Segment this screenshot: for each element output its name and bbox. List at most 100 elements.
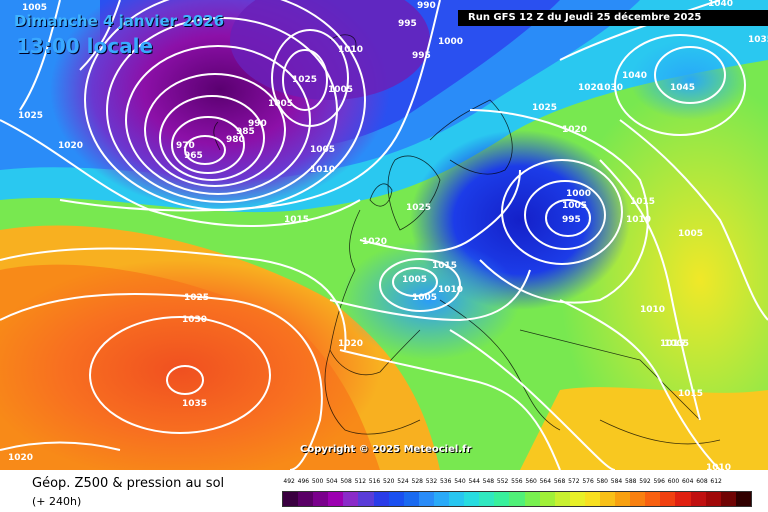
scale-value: 600 — [667, 478, 680, 485]
scale-value: 548 — [482, 478, 495, 485]
scale-value: 520 — [383, 478, 395, 485]
scale-swatch — [388, 492, 404, 506]
scale-value: 492 — [283, 478, 295, 485]
scale-swatch — [298, 492, 314, 506]
isobar-label: 1025 — [532, 103, 557, 113]
isobar-label: 1015 — [678, 389, 703, 399]
scale-value: 572 — [568, 478, 580, 485]
color-scale-labels: 492 496 500 504 508 512 516 520 524 528 532 536 540 5… — [282, 478, 752, 485]
isobar-label: 995 — [412, 51, 431, 61]
scale-swatch — [494, 492, 510, 506]
scale-value: 544 — [468, 478, 480, 485]
scale-swatch — [735, 492, 751, 506]
scale-value: 604 — [681, 478, 694, 485]
isobar-label: 1000 — [438, 37, 463, 47]
scale-swatch — [584, 492, 600, 506]
scale-value: 612 — [710, 478, 722, 485]
scale-swatch — [373, 492, 389, 506]
scale-swatch — [569, 492, 585, 506]
isobar-label: 1015 — [630, 197, 655, 207]
isobar-label: 1025 — [292, 75, 317, 85]
scale-swatch — [433, 492, 450, 506]
isobar-label: 1005 — [412, 293, 437, 303]
forecast-time: 13:00 locale — [16, 34, 153, 58]
forecast-date: Dimanche 4 janvier 2026 — [14, 12, 225, 30]
scale-value: 496 — [297, 478, 310, 485]
scale-swatch — [645, 492, 661, 506]
legend-footer: Géop. Z500 & pression au sol (+ 240h) 49… — [0, 470, 768, 512]
scale-value: 536 — [439, 478, 452, 485]
scale-swatch — [630, 492, 646, 506]
scale-value: 588 — [625, 478, 637, 485]
scale-swatch — [690, 492, 706, 506]
isobar-label: 970 — [176, 141, 195, 151]
scale-value: 540 — [454, 478, 466, 485]
isobar-label: 1015 — [432, 261, 457, 271]
scale-swatch — [403, 492, 419, 506]
isobar-label: 990 — [248, 119, 267, 129]
isobar-label: 1045 — [670, 83, 695, 93]
map-title: Géop. Z500 & pression au sol — [32, 476, 225, 491]
scale-value: 552 — [496, 478, 509, 485]
scale-value: 556 — [511, 478, 523, 485]
isobar-label: 1000 — [566, 189, 591, 199]
isobar-label: 1005 — [562, 201, 587, 211]
scale-value: 608 — [696, 478, 708, 485]
isobar-label: 1010 — [310, 165, 335, 175]
isobar-label: 1040 — [708, 0, 733, 9]
model-run-label: Run GFS 12 Z du Jeudi 25 décembre 2025 — [458, 10, 768, 26]
scale-value: 532 — [425, 478, 438, 485]
isobar-label: 1020 — [58, 141, 83, 151]
lead-time: (+ 240h) — [32, 495, 82, 508]
scale-value: 560 — [525, 478, 537, 485]
isobar-label: 1010 — [706, 463, 731, 470]
scale-swatch — [343, 492, 359, 506]
copyright-text: Copyright © 2025 Meteociel.fr — [300, 444, 472, 455]
isobar-label: 1005 — [328, 85, 353, 95]
isobar-label: 1015 — [660, 339, 685, 349]
scale-value: 584 — [610, 478, 623, 485]
scale-value: 592 — [639, 478, 651, 485]
scale-value: 568 — [553, 478, 566, 485]
isobar-label: 995 — [398, 19, 417, 29]
isobar-label: 1030 — [182, 315, 207, 325]
isobar-label: 1025 — [184, 293, 209, 303]
isobar-label: 990 — [417, 1, 436, 11]
isobar-label: 1005 — [310, 145, 335, 155]
scale-swatch — [615, 492, 631, 506]
scale-swatch — [449, 492, 465, 506]
scale-value: 596 — [653, 478, 665, 485]
scale-value: 564 — [539, 478, 552, 485]
isobar-label: 995 — [562, 215, 581, 225]
color-scale: 492 496 500 504 508 512 516 520 524 528 532 536 540 5… — [282, 478, 752, 507]
isobar-label: 1040 — [622, 71, 647, 81]
scale-swatch — [675, 492, 691, 506]
scale-value: 516 — [368, 478, 381, 485]
isobar-label: 1020 — [578, 83, 603, 93]
scale-swatch — [509, 492, 525, 506]
isobar-labels: 1005 995 990 1040 1035 1025 1020 1010 10… — [8, 0, 768, 470]
isobar-label: 1020 — [362, 237, 387, 247]
isobar-label: 1005 — [678, 229, 703, 239]
scale-swatch — [524, 492, 540, 506]
map-area: 1005 995 990 1040 1035 1025 1020 1010 10… — [0, 0, 768, 470]
scale-swatch — [660, 492, 676, 506]
isobars — [0, 0, 768, 470]
scale-swatch — [720, 492, 736, 506]
scale-swatch — [599, 492, 616, 506]
isobar-label: 1020 — [8, 453, 33, 463]
scale-value: 528 — [411, 478, 423, 485]
isobar-label: 965 — [184, 151, 203, 161]
isobar-label: 1010 — [626, 215, 651, 225]
scale-swatch — [358, 492, 374, 506]
isobar-label: 1020 — [338, 339, 363, 349]
scale-swatch — [328, 492, 344, 506]
scale-swatch — [464, 492, 480, 506]
isobar-label: 1025 — [406, 203, 431, 213]
isobar-label: 1010 — [338, 45, 363, 55]
scale-swatch — [539, 492, 555, 506]
scale-value: 524 — [397, 478, 409, 485]
isobar-label: 1035 — [748, 35, 768, 45]
scale-swatch — [283, 492, 299, 506]
